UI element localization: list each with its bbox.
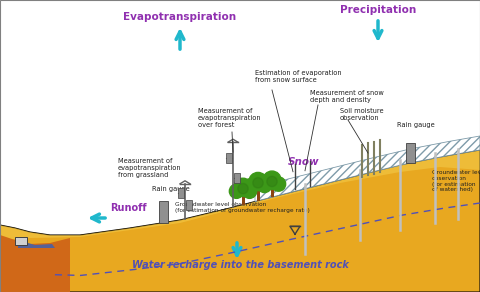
Polygon shape [0,150,480,265]
Text: Soil moisture
observation: Soil moisture observation [340,108,384,121]
Circle shape [234,178,252,197]
Text: River flux
observing system: River flux observing system [3,247,62,260]
Text: Evapotranspiration: Evapotranspiration [123,12,237,22]
Circle shape [229,184,244,198]
Text: Measurement of
evapotranspiration
over forest: Measurement of evapotranspiration over f… [198,108,262,128]
Bar [15,237,27,245]
Text: Estimation of evaporation
from snow surface: Estimation of evaporation from snow surf… [255,70,342,83]
Polygon shape [18,240,55,248]
Polygon shape [0,150,480,292]
Bar [186,200,192,210]
Text: Groundwater level observation
(for estimation of groundwater recharge rate): Groundwater level observation (for estim… [175,202,310,213]
Polygon shape [0,235,70,292]
Text: Snow: Snow [288,157,320,167]
Bar [178,187,184,198]
Text: Rain gauge: Rain gauge [152,186,190,192]
Text: Groundwater level
observation
(for estimation
of watershed): Groundwater level observation (for estim… [432,170,480,192]
Text: Water recharge into the basement rock: Water recharge into the basement rock [132,260,348,270]
Circle shape [253,178,263,188]
Polygon shape [255,136,480,201]
Text: Precipitation: Precipitation [340,5,416,15]
Circle shape [263,171,281,189]
Circle shape [244,178,259,192]
Text: Rain gauge: Rain gauge [397,122,435,128]
Circle shape [258,177,273,191]
Bar [234,173,240,183]
Circle shape [238,183,248,194]
Text: Runoff: Runoff [110,203,146,213]
Circle shape [257,178,272,192]
Circle shape [242,184,257,198]
Circle shape [249,172,267,191]
Bar [159,201,168,223]
Bar [271,188,274,197]
Bar [256,189,260,201]
Bar [406,143,415,163]
Text: Measurement of
evapotranspiration
from grassland: Measurement of evapotranspiration from g… [118,158,181,178]
Polygon shape [0,150,480,292]
Bar [241,195,244,205]
Bar [226,154,232,164]
Text: Measurement of snow
depth and density: Measurement of snow depth and density [310,90,384,103]
Circle shape [271,177,286,191]
Circle shape [267,176,277,187]
